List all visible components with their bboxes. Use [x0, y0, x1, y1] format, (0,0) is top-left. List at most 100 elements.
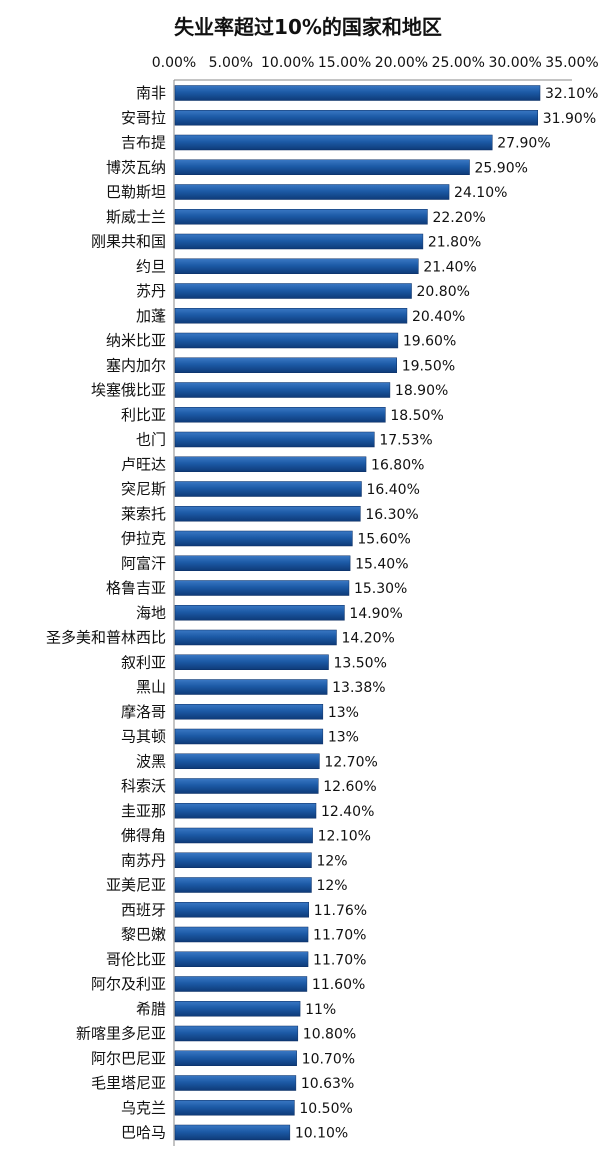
- category-label: 亚美尼亚: [106, 876, 166, 894]
- value-label: 13%: [328, 730, 359, 746]
- bar: [174, 877, 312, 893]
- category-label: 西班牙: [121, 901, 166, 919]
- value-label: 10.50%: [299, 1101, 352, 1117]
- category-label: 圣多美和普林西比: [46, 629, 166, 647]
- value-label: 22.20%: [432, 210, 485, 226]
- value-label: 12.10%: [318, 829, 371, 845]
- category-label: 黎巴嫩: [121, 926, 166, 944]
- value-label: 19.60%: [403, 334, 456, 350]
- value-label: 16.30%: [365, 507, 418, 523]
- value-labels: 32.10% 31.90% 27.90% 25.90% 24.10% 22.20% 21.8…: [295, 86, 599, 1142]
- bar: [174, 506, 361, 522]
- bar: [174, 605, 345, 621]
- bar: [174, 332, 399, 349]
- bar: [174, 555, 351, 571]
- value-label: 19.50%: [402, 358, 455, 374]
- bar: [174, 778, 319, 794]
- bar: [174, 1100, 295, 1116]
- category-label: 吉布提: [121, 134, 166, 152]
- value-label: 15.40%: [355, 556, 408, 572]
- bar: [174, 1050, 297, 1066]
- category-label: 哥伦比亚: [106, 950, 166, 968]
- bar: [174, 110, 538, 126]
- value-label: 24.10%: [454, 185, 507, 201]
- value-label: 20.40%: [412, 309, 465, 325]
- bar: [174, 481, 362, 497]
- category-label: 伊拉克: [121, 530, 166, 548]
- bar: [174, 357, 397, 373]
- category-label: 利比亚: [121, 406, 166, 424]
- value-label: 13%: [328, 705, 359, 721]
- bars: [174, 85, 541, 1141]
- category-label: 巴勒斯坦: [106, 183, 166, 201]
- value-label: 12%: [316, 853, 347, 869]
- x-tick-label: 10.00%: [261, 55, 314, 71]
- bar: [174, 803, 317, 819]
- bar: [174, 1025, 299, 1042]
- bar: [174, 654, 329, 670]
- category-label: 南苏丹: [121, 851, 166, 869]
- x-tick-label: 0.00%: [152, 55, 196, 71]
- category-label: 纳米比亚: [106, 332, 166, 350]
- bar: [174, 629, 337, 646]
- bar: [174, 1075, 297, 1091]
- category-label: 黑山: [136, 678, 166, 696]
- bar: [174, 976, 308, 992]
- value-label: 32.10%: [545, 86, 598, 102]
- x-tick-label: 30.00%: [488, 55, 541, 71]
- value-label: 31.90%: [543, 111, 596, 127]
- value-label: 16.80%: [371, 457, 424, 473]
- value-label: 15.30%: [354, 581, 407, 597]
- chart-title: 失业率超过10%的国家和地区: [174, 15, 442, 39]
- x-tick-label: 5.00%: [209, 55, 253, 71]
- bar: [174, 258, 419, 274]
- bar: [174, 679, 328, 695]
- bar: [174, 134, 493, 151]
- category-label: 科索沃: [121, 777, 166, 795]
- value-label: 11.60%: [312, 977, 365, 993]
- value-label: 21.40%: [423, 259, 476, 275]
- bar: [174, 753, 320, 769]
- bar: [174, 209, 428, 225]
- category-label: 摩洛哥: [121, 703, 166, 721]
- category-label: 巴哈马: [121, 1124, 166, 1142]
- bar: [174, 85, 541, 101]
- x-tick-label: 15.00%: [318, 55, 371, 71]
- x-tick-labels: 0.00% 5.00% 10.00% 15.00% 20.00% 25.00% 30.00%…: [152, 55, 599, 71]
- category-label: 希腊: [136, 1000, 166, 1018]
- bar: [174, 456, 367, 472]
- bar: [174, 308, 408, 324]
- category-label: 博茨瓦纳: [106, 158, 166, 176]
- value-label: 11.76%: [314, 903, 367, 919]
- value-label: 18.50%: [390, 408, 443, 424]
- category-label: 斯威士兰: [106, 208, 166, 226]
- x-tick-label: 20.00%: [375, 55, 428, 71]
- category-label: 安哥拉: [121, 109, 166, 127]
- category-label: 格鲁吉亚: [106, 579, 166, 597]
- category-label: 波黑: [136, 752, 166, 770]
- value-label: 21.80%: [428, 235, 481, 251]
- category-label: 阿尔及利亚: [91, 975, 166, 993]
- bar: [174, 704, 324, 720]
- bar: [174, 827, 313, 844]
- category-label: 塞内加尔: [106, 356, 166, 374]
- category-label: 毛里塔尼亚: [91, 1074, 166, 1092]
- category-label: 圭亚那: [121, 802, 166, 820]
- bar: [174, 902, 309, 918]
- value-label: 13.38%: [332, 680, 385, 696]
- bar: [174, 852, 312, 868]
- category-label: 新喀里多尼亚: [76, 1025, 166, 1043]
- category-label: 海地: [136, 604, 166, 622]
- value-label: 16.40%: [366, 482, 419, 498]
- value-label: 10.63%: [301, 1076, 354, 1092]
- value-label: 11%: [305, 1002, 336, 1018]
- category-label: 佛得角: [121, 827, 166, 845]
- value-label: 25.90%: [475, 160, 528, 176]
- value-label: 12%: [316, 878, 347, 894]
- bar: [174, 926, 309, 943]
- category-label: 刚果共和国: [91, 233, 166, 251]
- value-label: 15.60%: [357, 532, 410, 548]
- category-labels: 南非安哥拉吉布提博茨瓦纳巴勒斯坦斯威士兰刚果共和国约旦苏丹加蓬纳米比亚塞内加尔埃…: [46, 84, 166, 1142]
- value-label: 27.90%: [497, 136, 550, 152]
